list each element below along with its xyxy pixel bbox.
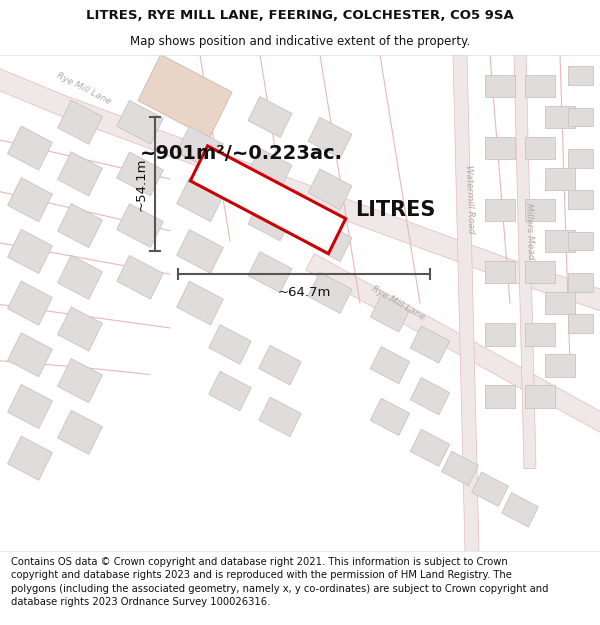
Text: Watermill Road: Watermill Road <box>464 165 475 234</box>
Polygon shape <box>525 385 555 408</box>
Polygon shape <box>453 55 479 551</box>
Polygon shape <box>8 229 52 274</box>
Polygon shape <box>308 169 352 210</box>
Polygon shape <box>568 232 593 251</box>
Polygon shape <box>568 273 593 292</box>
Polygon shape <box>568 107 593 126</box>
Polygon shape <box>568 314 593 333</box>
Polygon shape <box>370 295 410 332</box>
Polygon shape <box>248 252 292 292</box>
Text: LITRES: LITRES <box>355 200 436 220</box>
Polygon shape <box>117 256 163 299</box>
Polygon shape <box>58 411 103 454</box>
Polygon shape <box>58 204 103 248</box>
Polygon shape <box>248 200 292 241</box>
Text: ~64.7m: ~64.7m <box>277 286 331 299</box>
Polygon shape <box>177 229 223 273</box>
Polygon shape <box>485 385 515 408</box>
Polygon shape <box>545 168 575 191</box>
Polygon shape <box>259 397 301 437</box>
Polygon shape <box>545 292 575 314</box>
Polygon shape <box>306 254 600 436</box>
Polygon shape <box>8 436 52 480</box>
Polygon shape <box>525 261 555 284</box>
Polygon shape <box>568 149 593 168</box>
Text: Rye Mill Lane: Rye Mill Lane <box>370 284 427 322</box>
Polygon shape <box>8 332 52 377</box>
Polygon shape <box>177 126 223 170</box>
Polygon shape <box>545 106 575 128</box>
Polygon shape <box>209 325 251 364</box>
Polygon shape <box>190 146 346 254</box>
Polygon shape <box>514 55 536 469</box>
Text: Map shows position and indicative extent of the property.: Map shows position and indicative extent… <box>130 35 470 48</box>
Polygon shape <box>308 272 352 313</box>
Polygon shape <box>525 74 555 98</box>
Polygon shape <box>248 148 292 189</box>
Polygon shape <box>259 346 301 385</box>
Polygon shape <box>410 429 450 466</box>
Polygon shape <box>485 137 515 159</box>
Polygon shape <box>58 359 103 403</box>
Polygon shape <box>8 281 52 325</box>
Polygon shape <box>568 66 593 85</box>
Polygon shape <box>138 54 232 138</box>
Polygon shape <box>177 178 223 221</box>
Polygon shape <box>545 354 575 376</box>
Polygon shape <box>58 307 103 351</box>
Polygon shape <box>177 281 223 325</box>
Polygon shape <box>485 261 515 284</box>
Polygon shape <box>525 322 555 346</box>
Polygon shape <box>308 118 352 158</box>
Polygon shape <box>209 371 251 411</box>
Polygon shape <box>485 199 515 221</box>
Polygon shape <box>58 255 103 299</box>
Polygon shape <box>442 451 478 486</box>
Polygon shape <box>472 472 508 506</box>
Polygon shape <box>485 74 515 98</box>
Text: Rye Mill Lane: Rye Mill Lane <box>55 71 112 106</box>
Polygon shape <box>568 191 593 209</box>
Polygon shape <box>8 384 52 429</box>
Polygon shape <box>58 152 103 196</box>
Text: Contains OS data © Crown copyright and database right 2021. This information is : Contains OS data © Crown copyright and d… <box>11 557 548 607</box>
Text: Rye Mill: Rye Mill <box>270 179 305 204</box>
Text: Millers Mead: Millers Mead <box>524 202 535 259</box>
Polygon shape <box>502 492 538 527</box>
Polygon shape <box>248 97 292 138</box>
Polygon shape <box>370 398 410 436</box>
Polygon shape <box>117 204 163 248</box>
Polygon shape <box>525 137 555 159</box>
Polygon shape <box>8 126 52 170</box>
Polygon shape <box>117 101 163 144</box>
Polygon shape <box>0 66 600 313</box>
Polygon shape <box>8 177 52 222</box>
Text: ~54.1m: ~54.1m <box>134 158 148 211</box>
Polygon shape <box>545 230 575 253</box>
Polygon shape <box>525 199 555 221</box>
Polygon shape <box>485 322 515 346</box>
Polygon shape <box>308 221 352 261</box>
Polygon shape <box>58 100 103 144</box>
Polygon shape <box>410 326 450 363</box>
Text: ~901m²/~0.223ac.: ~901m²/~0.223ac. <box>140 144 343 162</box>
Text: LITRES, RYE MILL LANE, FEERING, COLCHESTER, CO5 9SA: LITRES, RYE MILL LANE, FEERING, COLCHEST… <box>86 9 514 22</box>
Polygon shape <box>117 152 163 196</box>
Polygon shape <box>410 378 450 415</box>
Polygon shape <box>370 347 410 384</box>
